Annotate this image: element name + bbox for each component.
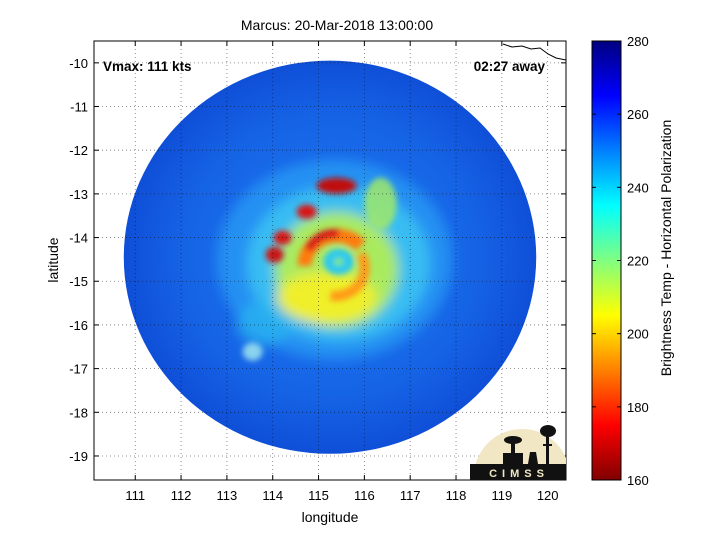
y-tick-label: -16 — [69, 318, 88, 333]
y-tick-label: -19 — [69, 449, 88, 464]
x-tick-label: 115 — [308, 488, 329, 503]
y-tick-label: -14 — [69, 231, 88, 246]
chart-title: Marcus: 20-Mar-2018 13:00:00 — [241, 17, 433, 33]
colorbar — [591, 40, 622, 481]
x-tick-label: 117 — [400, 488, 421, 503]
y-tick-label: -10 — [69, 56, 88, 71]
y-tick-label: -17 — [69, 362, 88, 377]
colorbar-tick-label: 220 — [627, 254, 649, 269]
y-tick-label: -15 — [69, 274, 88, 289]
y-axis-ticks: -10 -11 -12 -13 -14 -15 -16 -17 -18 -19 — [69, 56, 566, 464]
x-tick-label: 119 — [491, 488, 512, 503]
x-tick-label: 118 — [446, 488, 467, 503]
time-offset-label: 02:27 away — [474, 59, 546, 74]
coastline — [502, 43, 566, 61]
grid-lines — [94, 41, 566, 480]
colorbar-tick-label: 260 — [627, 107, 649, 122]
x-axis-label: longitude — [302, 509, 359, 525]
y-axis-label: latitude — [45, 237, 61, 282]
x-tick-label: 120 — [537, 488, 559, 503]
colorbar-tick-label: 240 — [627, 180, 649, 195]
microwave-swath — [123, 60, 537, 454]
colorbar-tick-label: 200 — [627, 327, 649, 342]
y-tick-label: -13 — [69, 187, 88, 202]
x-tick-label: 114 — [262, 488, 283, 503]
y-tick-label: -18 — [69, 405, 88, 420]
x-tick-label: 116 — [354, 488, 375, 503]
colorbar-label: Brightness Temp - Horizontal Polarizatio… — [658, 120, 674, 377]
colorbar-tick-label: 180 — [627, 400, 649, 415]
vmax-label: Vmax: 111 kts — [103, 59, 192, 74]
x-tick-label: 111 — [125, 488, 145, 503]
y-tick-label: -12 — [69, 143, 88, 158]
x-tick-label: 112 — [171, 488, 192, 503]
y-tick-label: -11 — [70, 100, 88, 115]
plot-area — [94, 41, 566, 480]
x-axis-ticks: 111 112 113 114 115 116 117 118 119 120 — [125, 41, 559, 503]
x-tick-label: 113 — [217, 488, 238, 503]
colorbar-tick-label: 160 — [627, 473, 649, 488]
logo-text: CIMSS — [489, 468, 549, 480]
cimss-logo: CIMSS — [470, 425, 566, 480]
colorbar-ticks: 160 180 200 220 240 260 280 — [592, 34, 649, 488]
plot-frame — [93, 40, 567, 481]
colorbar-tick-label: 280 — [627, 34, 649, 49]
